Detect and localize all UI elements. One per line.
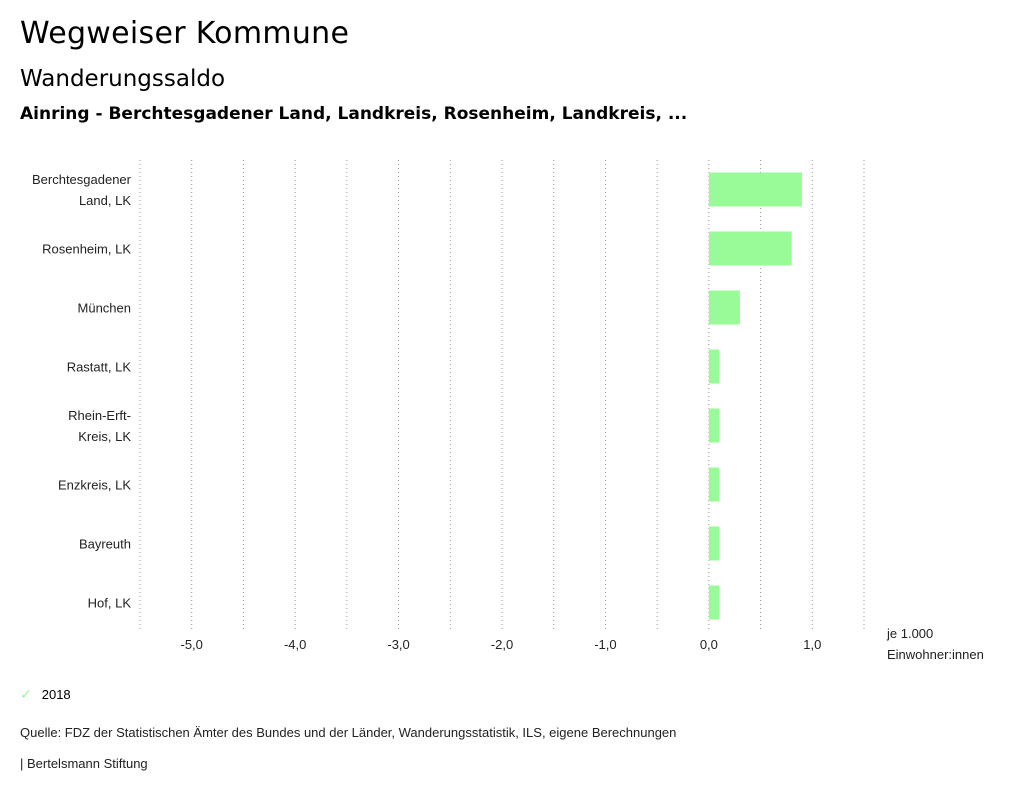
x-tick-label: 1,0: [803, 637, 821, 652]
category-label: Land, LK: [79, 193, 131, 208]
category-label: Rosenheim, LK: [42, 242, 131, 257]
bar: [708, 408, 720, 443]
region-line: Ainring - Berchtesgadener Land, Landkrei…: [20, 104, 688, 124]
bar: [708, 290, 740, 325]
bar: [708, 172, 802, 207]
x-tick-label: -4,0: [284, 637, 306, 652]
legend[interactable]: ✓ 2018: [20, 686, 71, 703]
legend-label: 2018: [41, 687, 71, 702]
bar: [708, 585, 720, 620]
category-label: Kreis, LK: [78, 429, 131, 444]
bar: [708, 231, 792, 266]
category-label: München: [78, 301, 131, 316]
category-label: Hof, LK: [88, 596, 132, 611]
x-axis-label: Einwohner:innen: [887, 647, 984, 662]
chart-title: Wegweiser Kommune: [20, 16, 350, 51]
bar: [708, 349, 720, 384]
x-tick-label: -5,0: [181, 637, 203, 652]
chart-subtitle: Wanderungssaldo: [20, 66, 226, 92]
brand-note: | Bertelsmann Stiftung: [20, 756, 148, 771]
source-note: Quelle: FDZ der Statistischen Ämter des …: [20, 725, 677, 740]
category-label: Berchtesgadener: [32, 172, 132, 187]
bar: [708, 467, 720, 502]
x-tick-label: 0,0: [700, 637, 718, 652]
x-tick-label: -1,0: [594, 637, 616, 652]
category-label: Enzkreis, LK: [58, 478, 131, 493]
check-icon: ✓: [20, 686, 32, 702]
bar: [708, 526, 720, 561]
x-axis-label: je 1.000: [886, 626, 933, 641]
category-label: Rastatt, LK: [67, 360, 132, 375]
category-label: Rhein-Erft-: [68, 408, 131, 423]
bar-chart: -5,0 -4,0 -3,0 -2,0 -1,0 0,0 1,0 je 1.000 Einwoh…: [32, 160, 984, 662]
category-label: Bayreuth: [79, 537, 131, 552]
x-tick-label: -3,0: [387, 637, 409, 652]
x-tick-label: -2,0: [491, 637, 513, 652]
